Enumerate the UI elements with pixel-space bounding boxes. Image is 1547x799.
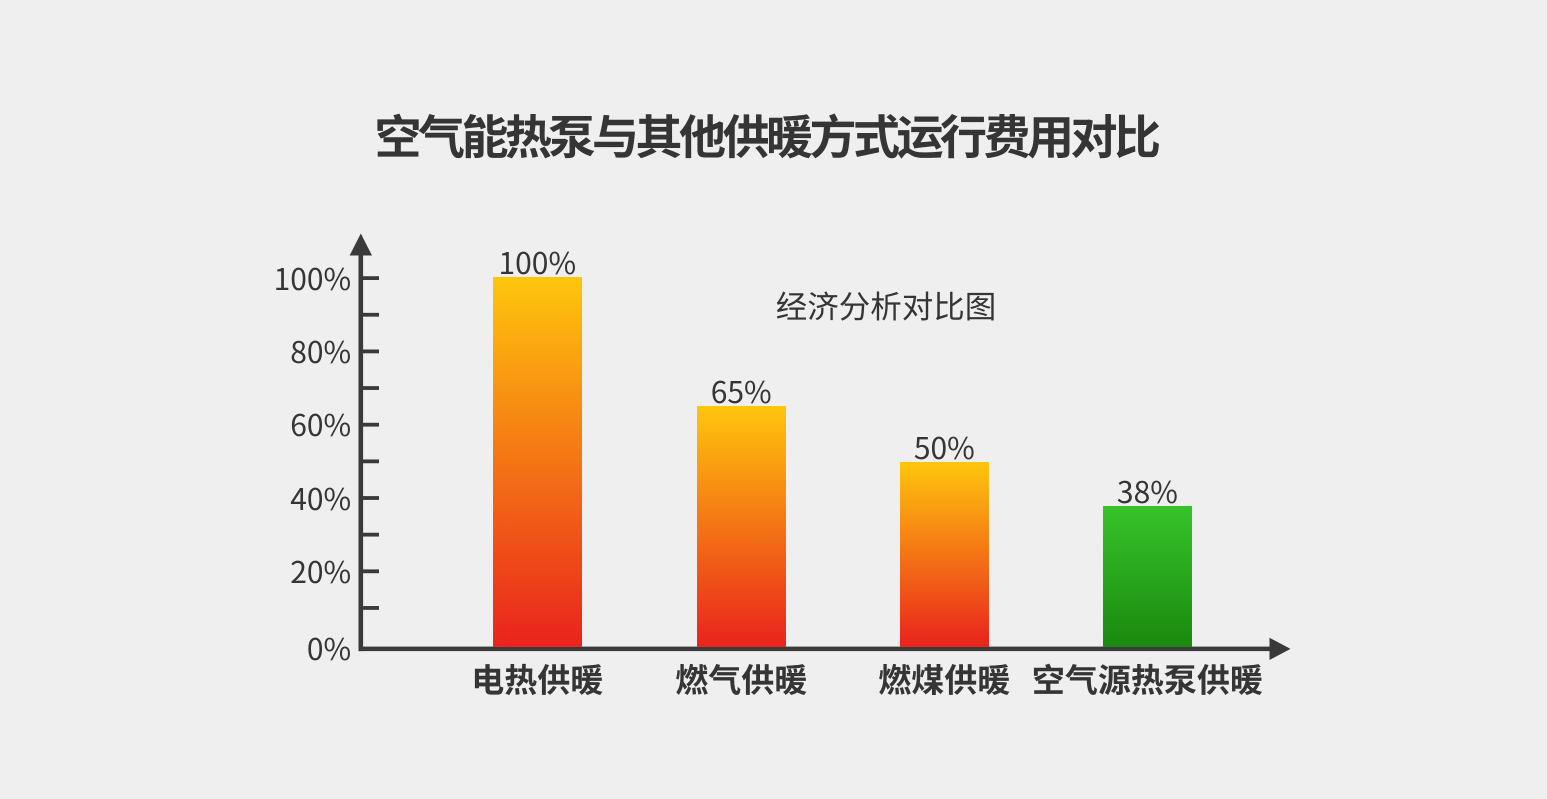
y-tick-label: 0% [306,625,352,670]
bar-2 [696,406,786,647]
y-axis-tick [360,569,379,574]
y-axis-tick [360,349,379,354]
bar-1 [492,276,582,647]
category-label: 燃煤供暖 [878,653,1011,702]
bar-value-label: 50% [913,423,975,468]
chart-annotation: 经济分析对比图 [775,282,997,328]
y-axis-tick [360,496,379,500]
bar-value-label: 100% [498,238,577,283]
bar-value-label: 38% [1116,468,1178,512]
x-axis-arrow-icon [1269,637,1291,660]
y-axis-tick [360,312,379,317]
y-tick-label: 20% [290,547,352,592]
category-label: 电热供暖 [471,653,604,702]
y-axis-tick [360,532,379,537]
y-tick-label: 40% [290,474,352,519]
y-axis-arrow-icon [349,233,372,256]
bar-value-label: 65% [710,368,772,413]
y-axis-tick [360,606,379,610]
bar-4 [1102,506,1192,647]
x-axis-line [358,646,1271,652]
y-axis-tick [360,459,379,464]
y-tick-label: 100% [273,254,352,299]
y-axis-line [358,249,364,652]
y-axis-tick [360,276,379,280]
category-label: 燃气供暖 [675,653,808,702]
y-tick-label: 80% [290,327,352,372]
bar-3 [899,461,989,647]
y-tick-label: 60% [290,401,352,446]
y-axis-tick [360,422,379,427]
chart-title: 空气能热泵与其他供暖方式运行费用对比 [374,99,1162,168]
category-label: 空气源热泵供暖 [1031,653,1263,702]
y-axis-tick [360,386,379,390]
